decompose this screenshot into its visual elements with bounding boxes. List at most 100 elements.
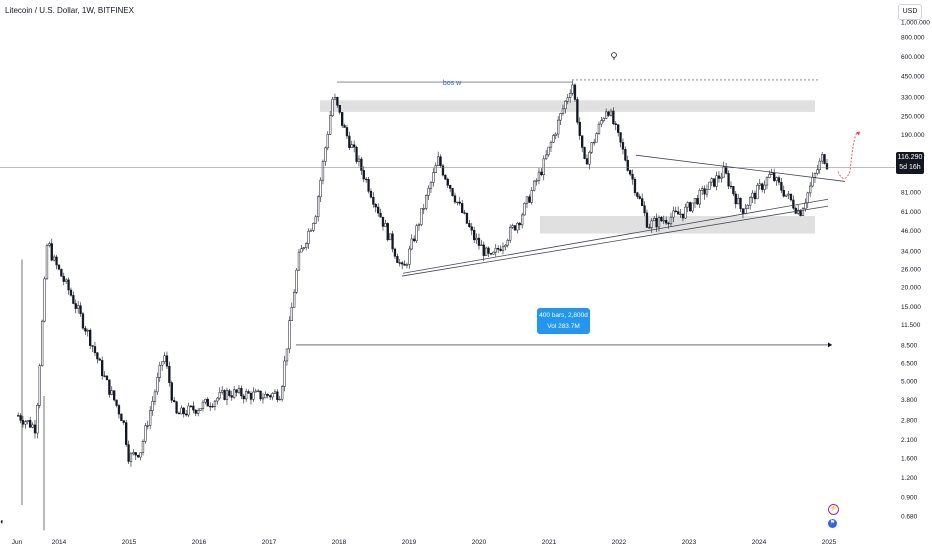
candle-down[interactable] [259,390,262,400]
lightning-icon[interactable]: ⚡ [828,504,839,515]
candle-down[interactable] [96,352,99,360]
candle-down[interactable] [441,165,445,176]
candle-down[interactable] [235,389,238,393]
candle-up[interactable] [86,329,89,332]
candle-down[interactable] [185,413,188,416]
candle-up[interactable] [420,208,423,225]
candle-down[interactable] [62,276,65,282]
candle-down[interactable] [137,454,140,458]
candle-up[interactable] [501,246,505,251]
candle-down[interactable] [773,172,776,181]
candle-up[interactable] [684,206,687,219]
date-price-range-box[interactable]: 400 bars, 2,800d Vol 283.7M [537,308,590,334]
candle-down[interactable] [458,201,461,204]
candle-down[interactable] [461,203,464,213]
candle-down[interactable] [638,196,641,199]
candle-up[interactable] [36,404,39,434]
candle-up[interactable] [295,269,298,293]
candle-up[interactable] [261,397,265,400]
candle-up[interactable] [153,391,157,402]
candle-down[interactable] [228,390,231,396]
candle-down[interactable] [655,218,658,228]
candle-up[interactable] [737,197,740,205]
candle-down[interactable] [581,135,584,148]
candle-down[interactable] [792,199,795,209]
candle-down[interactable] [57,264,61,270]
candle-down[interactable] [497,247,500,250]
candle-up[interactable] [763,184,766,190]
candle-up[interactable] [765,177,769,186]
candle-down[interactable] [374,204,377,208]
candle-up[interactable] [456,201,459,204]
candle-up[interactable] [425,195,428,209]
candle-up[interactable] [535,180,538,182]
candle-down[interactable] [789,193,793,201]
candle-up[interactable] [221,390,224,393]
candle-up[interactable] [24,421,27,425]
candle-up[interactable] [139,452,142,458]
candle-up[interactable] [271,393,274,398]
candle-down[interactable] [360,158,363,171]
candle-up[interactable] [307,230,310,244]
candle-down[interactable] [175,401,178,414]
candle-down[interactable] [540,171,543,176]
candle-down[interactable] [403,263,406,266]
candle-down[interactable] [391,233,394,250]
candle-up[interactable] [144,425,147,442]
candle-up[interactable] [785,194,788,197]
candle-up[interactable] [317,196,320,218]
candle-up[interactable] [254,390,257,393]
candle-up[interactable] [768,174,771,178]
candle-up[interactable] [756,185,759,200]
candle-up[interactable] [197,410,200,414]
candle-down[interactable] [465,212,469,224]
candle-down[interactable] [369,191,373,198]
candle-down[interactable] [439,156,442,167]
candle-up[interactable] [273,391,277,394]
candle-up[interactable] [691,202,694,212]
candle-down[interactable] [667,222,670,225]
candle-up[interactable] [806,192,809,204]
candle-down[interactable] [103,375,106,377]
candle-down[interactable] [348,135,351,148]
candle-down[interactable] [108,379,111,395]
candle-down[interactable] [194,409,197,414]
candle-up[interactable] [429,182,433,189]
candle-down[interactable] [665,220,668,224]
candle-up[interactable] [816,169,819,174]
candle-up[interactable] [506,239,509,246]
candle-down[interactable] [717,175,721,179]
candle-up[interactable] [257,390,260,392]
candle-up[interactable] [650,220,653,228]
candle-up[interactable] [329,115,332,135]
candle-down[interactable] [173,400,176,403]
candle-up[interactable] [427,188,430,196]
candle-up[interactable] [326,134,329,149]
candle-down[interactable] [518,222,521,226]
candle-down[interactable] [633,179,637,193]
candle-down[interactable] [122,420,125,423]
candle-up[interactable] [602,118,605,121]
candle-up[interactable] [408,248,411,265]
candle-down[interactable] [677,211,680,215]
candle-up[interactable] [297,251,301,271]
candle-up[interactable] [319,179,322,198]
candle-up[interactable] [201,401,205,409]
candle-down[interactable] [269,395,272,398]
candle-up[interactable] [751,192,754,198]
candle-up[interactable] [561,108,565,114]
candle-down[interactable] [177,412,181,415]
candle-down[interactable] [451,188,454,196]
candle-up[interactable] [693,198,697,204]
candle-down[interactable] [449,185,452,189]
candle-up[interactable] [533,180,536,191]
candle-down[interactable] [182,407,185,415]
candle-down[interactable] [117,405,121,415]
candle-up[interactable] [537,171,541,181]
candle-up[interactable] [278,398,281,401]
candle-down[interactable] [372,196,375,205]
candle-up[interactable] [722,166,725,178]
candle-up[interactable] [770,172,773,175]
candle-up[interactable] [31,424,34,428]
candle-up[interactable] [199,408,202,411]
